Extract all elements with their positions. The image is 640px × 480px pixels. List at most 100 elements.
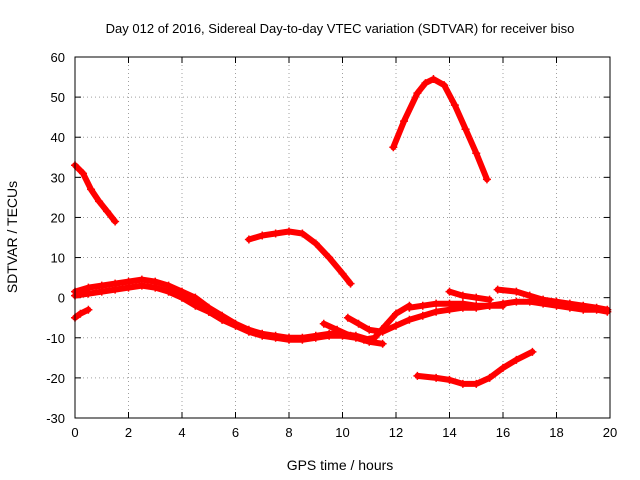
data-point-arc-9	[346, 331, 355, 340]
y-tick-label: -30	[46, 411, 65, 426]
data-point-arc-10	[365, 325, 374, 334]
data-point-arc-4	[458, 379, 467, 388]
data-point-arc-10	[343, 313, 352, 322]
data-point-arc-11	[405, 303, 414, 312]
data-point-arc-6	[311, 333, 320, 342]
data-point-arc-6	[325, 331, 334, 340]
data-point-arc-10	[418, 311, 427, 320]
x-tick-label: 6	[232, 425, 239, 440]
plot-frame	[74, 56, 611, 419]
data-point-arc-6	[244, 327, 253, 336]
data-point-arc-3	[472, 149, 481, 158]
data-point-arc-8	[204, 307, 213, 316]
data-point-arc-8	[178, 293, 186, 302]
data-point-arc-13	[539, 295, 548, 304]
data-point-arc-1	[87, 185, 96, 194]
data-point-arc-13	[525, 291, 534, 300]
data-point-arc-2	[258, 231, 267, 240]
data-point-arc-6	[111, 285, 120, 294]
data-point-arc-4	[485, 373, 494, 382]
data-point-arc-3	[450, 101, 459, 110]
data-point-arc-11	[432, 299, 441, 308]
x-tick-label: 4	[178, 425, 185, 440]
data-point-arc-10	[512, 297, 521, 306]
x-tick-label: 12	[389, 425, 403, 440]
data-point-arc-1	[95, 197, 104, 206]
y-tick-label: -10	[46, 331, 65, 346]
chart-title: Day 012 of 2016, Sidereal Day-to-day VTE…	[106, 21, 575, 36]
series-arc-12	[446, 288, 493, 303]
series-arc-9	[320, 302, 413, 343]
x-tick-label: 10	[335, 425, 349, 440]
y-tick-label: 30	[51, 170, 65, 185]
data-point-arc-6	[258, 331, 267, 340]
y-axis-label: SDTVAR / TECUs	[4, 181, 20, 293]
data-point-arc-7	[84, 305, 93, 314]
data-point-arc-9	[370, 333, 379, 342]
data-point-arc-7	[76, 309, 85, 318]
axis-ticks: 0 2 4 6 8 10 12 14 16 18 20 -30 -20 -10 0 10 20 30 40 50 60	[46, 50, 617, 440]
data-point-arc-6	[298, 335, 307, 344]
data-point-arc-2	[271, 229, 280, 238]
x-tick-label: 16	[496, 425, 510, 440]
data-point-arc-11	[458, 299, 467, 308]
data-point-arc-3	[389, 143, 398, 152]
data-point-arc-10	[405, 315, 414, 324]
data-point-arc-2	[311, 239, 320, 248]
data-point-arc-2	[325, 253, 334, 262]
data-point-arc-3	[461, 125, 470, 134]
data-point-arc-11	[418, 301, 427, 310]
data-point-arc-6	[97, 287, 106, 296]
y-tick-label: 20	[51, 210, 65, 225]
data-point-arc-13	[565, 299, 574, 308]
x-tick-label: 20	[603, 425, 617, 440]
x-axis-label: GPS time / hours	[287, 457, 394, 473]
data-point-arc-6	[231, 321, 240, 330]
data-point-arc-9	[333, 325, 342, 334]
y-tick-label: -20	[46, 371, 65, 386]
data-point-arc-3	[440, 81, 449, 90]
data-point-arc-6	[137, 281, 146, 290]
data-point-arc-12	[445, 287, 454, 296]
x-tick-label: 18	[549, 425, 563, 440]
data-point-arc-11	[445, 299, 454, 308]
data-point-arc-6	[151, 283, 160, 292]
x-tick-label: 8	[285, 425, 292, 440]
y-tick-label: 40	[51, 130, 65, 145]
data-point-arc-8	[218, 315, 227, 324]
data-point-arc-13	[493, 285, 502, 294]
data-point-arc-13	[552, 297, 561, 306]
data-point-arc-9	[359, 335, 368, 344]
data-point-arc-10	[392, 321, 400, 330]
x-tick-label: 2	[125, 425, 132, 440]
data-point-arc-13	[579, 301, 588, 310]
x-tick-label: 14	[442, 425, 456, 440]
y-tick-label: 0	[58, 291, 65, 306]
x-tick-label: 0	[71, 425, 78, 440]
data-point-arc-6	[378, 339, 387, 348]
data-point-arc-6	[84, 289, 93, 298]
data-point-arc-10	[378, 327, 387, 336]
data-point-arc-1	[79, 169, 88, 178]
data-point-arc-1	[103, 207, 112, 216]
gridlines	[75, 57, 610, 418]
data-point-arc-6	[285, 335, 293, 344]
data-point-arc-3	[421, 79, 430, 88]
y-tick-label: 50	[51, 90, 65, 105]
data-point-arc-13	[592, 303, 601, 312]
data-point-arc-10	[354, 319, 363, 328]
data-point-arc-4	[432, 373, 441, 382]
data-point-arc-2	[298, 229, 307, 238]
data-point-arc-4	[499, 363, 507, 372]
y-tick-label: 10	[51, 251, 65, 266]
data-point-arc-3	[429, 75, 438, 84]
data-point-arc-11	[499, 301, 507, 310]
data-point-arc-10	[432, 307, 441, 316]
y-tick-label: 60	[51, 50, 65, 65]
data-point-arc-4	[413, 371, 422, 380]
data-point-arc-4	[445, 375, 454, 384]
data-point-arc-12	[458, 291, 467, 300]
data-point-arc-4	[512, 355, 521, 364]
data-point-arc-4	[472, 379, 481, 388]
